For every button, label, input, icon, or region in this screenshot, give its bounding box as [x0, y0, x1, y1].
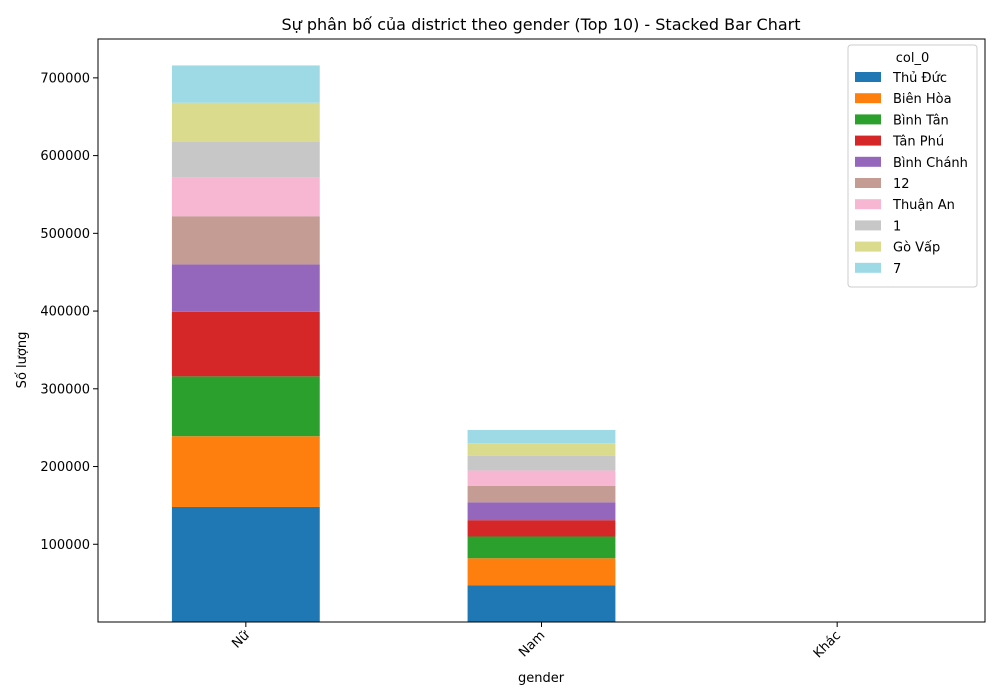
bar-segment [171, 506, 320, 622]
bar-segment [467, 430, 616, 444]
x-tick-label: Khác [811, 628, 844, 661]
bar-segment [467, 558, 616, 586]
legend-swatch [855, 156, 881, 167]
legend-entry: Bình Tân [893, 113, 949, 128]
x-tick-label: Nam [516, 628, 548, 660]
bar-segment [467, 520, 616, 537]
legend-entry: 12 [893, 177, 910, 192]
legend-entry: Bình Chánh [893, 156, 968, 171]
bar-segment [467, 485, 616, 503]
legend-entry: 1 [893, 219, 901, 234]
bar-segment [467, 502, 616, 521]
bar-segment [171, 141, 320, 178]
bar-segment [171, 65, 320, 103]
legend-swatch [855, 72, 881, 82]
y-tick-label: 100000 [40, 538, 90, 553]
legend-swatch [855, 262, 881, 273]
bar-segment [467, 443, 616, 456]
bars-layer [171, 65, 616, 622]
bar-segment [171, 177, 320, 217]
y-tick-label: 200000 [40, 460, 90, 475]
y-tick-label: 300000 [40, 382, 90, 397]
legend-entry: Thủ Đức [892, 71, 947, 86]
y-tick-label: 700000 [40, 71, 90, 86]
bar-segment [467, 585, 616, 622]
legend-entry: Thuận An [892, 198, 955, 213]
legend-swatch [855, 220, 881, 231]
bar-segment [171, 311, 320, 377]
bar-segment [171, 216, 320, 265]
y-tick-label: 600000 [40, 149, 90, 164]
legend-entry: Tân Phú [892, 135, 944, 150]
x-tick-label: Nữ [229, 628, 253, 652]
bar-segment [171, 436, 320, 507]
bar-segment [467, 536, 616, 559]
x-axis-label: gender [518, 671, 565, 686]
chart-title: Sự phân bố của district theo gender (Top… [282, 15, 801, 34]
legend-swatch [855, 93, 881, 104]
legend: col_0 Thủ Đức Biên Hòa Bình Tân Tân Phú Bình … [847, 44, 978, 288]
y-axis-label: Số lượng [15, 332, 30, 389]
legend-swatch [855, 114, 881, 125]
bar-segment [467, 470, 616, 486]
legend-entry: Gò Vấp [893, 241, 940, 256]
bar-segment [171, 264, 320, 312]
legend-swatch [855, 199, 881, 210]
legend-entry: Biên Hòa [893, 92, 952, 107]
legend-entry: 7 [893, 262, 901, 277]
bar-segment [467, 455, 616, 471]
bar-segment [171, 102, 320, 142]
legend-swatch [855, 241, 881, 252]
legend-swatch [855, 135, 881, 146]
y-tick-label: 500000 [40, 227, 90, 242]
bar-segment [171, 376, 320, 437]
y-tick-label: 400000 [40, 305, 90, 320]
legend-swatch [855, 178, 881, 188]
legend-title: col_0 [896, 51, 929, 66]
